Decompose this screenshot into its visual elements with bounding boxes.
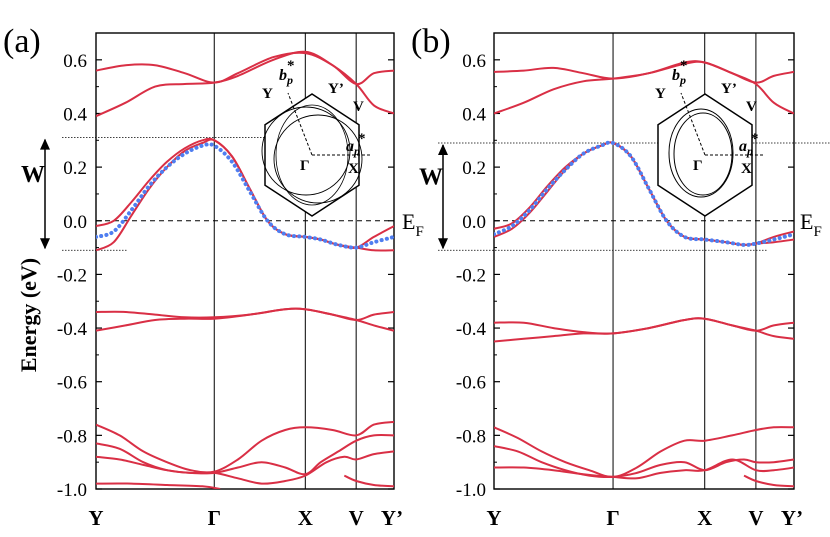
bz-label-V: V: [746, 99, 757, 115]
kpoint-label: V: [748, 506, 763, 530]
y-tick-label: -0.6: [57, 373, 87, 394]
fermi-level-subscript: F: [415, 224, 423, 240]
fermi-surface-circle-2: [273, 114, 363, 204]
fermi-surface-ellipse-1: [668, 108, 734, 198]
y-tick-label: -1.0: [57, 480, 87, 501]
kpoint-label: Γ: [208, 506, 221, 530]
band-low-5: [743, 474, 794, 488]
panel-a: 0.60.40.20.0-0.2-0.4-0.6-0.8-1.0Y Γ X V Y’(a…: [3, 23, 424, 530]
panel-label: (b): [411, 23, 451, 60]
b-axis-line: [287, 92, 313, 156]
y-tick-label: 0.0: [462, 212, 486, 233]
bz-label-X: X: [348, 161, 359, 177]
band-low-1: [494, 426, 794, 478]
band-mid-1: [494, 317, 794, 335]
bz-label-Y: Y: [655, 86, 666, 102]
y-tick-label: 0.6: [63, 51, 87, 72]
panel-b: 0.60.40.20.0-0.2-0.4-0.6-0.8-1.0Y Γ X V Y’(b…: [411, 23, 830, 530]
kpoint-label: Y: [88, 506, 103, 530]
band-fermi-fit: [96, 142, 394, 250]
plot-frame: [493, 32, 795, 490]
bz-label-b-star: *: [287, 58, 295, 74]
width-arrow-head-down: [40, 238, 50, 250]
kpoint-label: Γ: [606, 506, 619, 530]
kpoint-label: V: [349, 506, 364, 530]
band-low-2: [96, 434, 394, 476]
kpoint-label: Y’: [781, 506, 803, 530]
bz-label-b-star: *: [680, 58, 688, 74]
fermi-level-label: EF: [402, 209, 424, 240]
kpoint-label: Y’: [381, 506, 403, 530]
band-low-5: [343, 474, 394, 488]
bands: [494, 60, 794, 488]
y-tick-label: 0.6: [462, 51, 486, 72]
kpoint-label: X: [298, 506, 313, 530]
band-low-3: [494, 458, 794, 480]
bands: [96, 50, 394, 489]
band-fermi-fit: [494, 140, 794, 247]
bz-label-Yprime: Y’: [721, 81, 737, 97]
y-tick-label: -1.0: [456, 480, 486, 501]
bz-label-a-star: *: [358, 131, 366, 147]
bz-label-Yprime: Y’: [328, 81, 344, 97]
band-low-2: [494, 445, 794, 479]
bz-label-V: V: [353, 99, 364, 115]
width-label: W: [419, 165, 443, 191]
y-tick-label: 0.4: [462, 104, 486, 125]
bz-label-a-sub: p: [353, 144, 360, 158]
y-tick-label: -0.4: [57, 319, 88, 340]
y-tick-label: -0.4: [456, 319, 487, 340]
width-arrow-head-up: [40, 138, 50, 150]
width-arrow-head-down: [438, 238, 448, 250]
plot-frame: [95, 32, 395, 490]
bz-label-Y: Y: [262, 86, 273, 102]
bz-label-a-star: *: [751, 131, 759, 147]
brillouin-zone-inset: bp*ap*Y Y’VΓ X: [655, 58, 765, 217]
y-tick-label: -0.2: [456, 265, 486, 286]
band-upper-1: [96, 51, 394, 86]
fermi-surface-ellipse-2: [673, 112, 733, 196]
band-mid-2: [96, 307, 394, 332]
fermi-level-label: EF: [800, 209, 822, 240]
y-tick-label: -0.2: [57, 265, 87, 286]
kpoint-label: X: [697, 506, 712, 530]
fermi-surface-circle-1: [261, 106, 351, 196]
b-axis-line: [680, 92, 706, 156]
bz-label-Gamma: Γ: [300, 158, 310, 174]
y-tick-label: -0.8: [57, 426, 87, 447]
brillouin-zone-inset: bp*ap*Y Y’VΓ X: [261, 58, 372, 217]
fermi-level-subscript: F: [813, 224, 821, 240]
band-mid-2: [494, 317, 794, 343]
y-axis-label: Energy (eV): [16, 258, 41, 372]
band-low-4: [96, 482, 221, 489]
panel-label: (a): [3, 23, 41, 60]
band-low-3: [96, 442, 394, 485]
bz-label-X: X: [741, 161, 752, 177]
bz-label-b-sub: p: [286, 73, 293, 87]
y-tick-label: 0.2: [462, 158, 486, 179]
width-label: W: [21, 162, 45, 188]
kpoint-label: Y: [486, 506, 501, 530]
bz-label-Gamma: Γ: [693, 158, 703, 174]
y-tick-label: 0.4: [63, 104, 87, 125]
bz-label-b-sub: p: [679, 73, 686, 87]
bz-label-a-sub: p: [746, 144, 753, 158]
y-tick-label: 0.0: [63, 212, 87, 233]
width-arrow-head-up: [438, 143, 448, 155]
y-tick-label: -0.8: [456, 426, 486, 447]
y-tick-label: -0.6: [456, 373, 486, 394]
band-upper-2: [494, 60, 794, 115]
y-tick-label: 0.2: [63, 158, 87, 179]
band-upper-2: [96, 50, 394, 118]
band-low-1: [96, 420, 394, 474]
